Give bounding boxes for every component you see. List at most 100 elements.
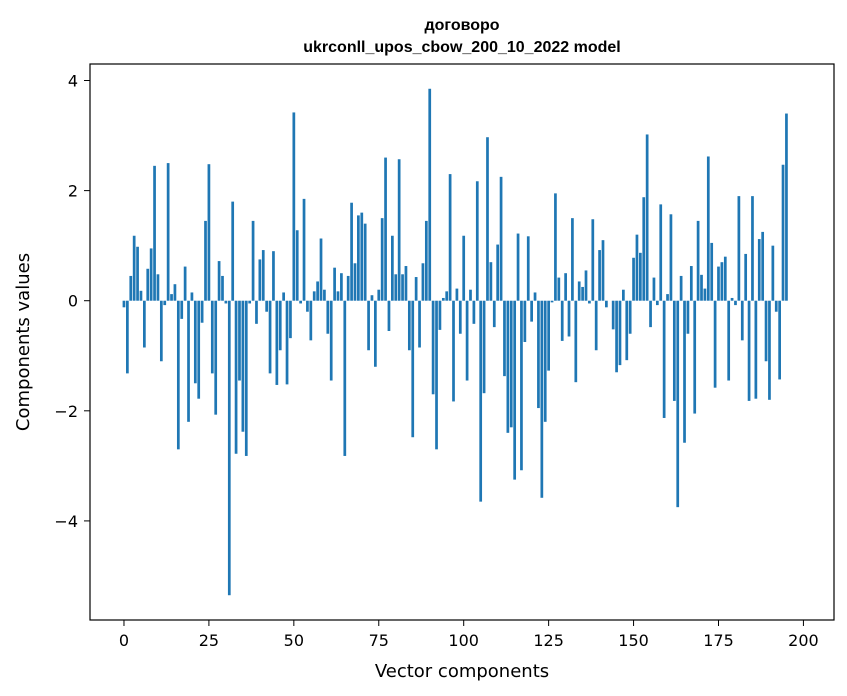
bar-15 [173,284,177,301]
bar-65 [343,300,347,456]
bar-122 [537,300,540,409]
bar-130 [564,273,567,301]
x-tick-label: 150 [618,631,649,650]
x-tick-label: 175 [703,631,734,650]
bar-191 [771,245,775,301]
bar-64 [340,273,343,301]
x-tick-label: 25 [199,631,219,650]
bar-68 [353,263,357,301]
x-axis-ticks: 0 25 50 75 100 125 150 175 200 [119,620,819,650]
bar-60 [326,300,330,334]
bar-137 [588,300,591,304]
bar-96 [448,174,452,301]
bar-2 [129,275,133,301]
bar-153 [642,197,646,301]
bar-124 [543,300,547,422]
bar-48 [285,300,289,385]
bar-43 [268,300,272,374]
bars-group [122,88,788,596]
bar-188 [761,231,765,301]
bar-98 [455,288,459,301]
bar-175 [717,266,720,301]
bar-81 [397,159,401,301]
bar-28 [217,261,221,301]
bar-67 [350,202,353,301]
bar-145 [615,300,618,373]
bar-69 [357,215,360,301]
bar-54 [306,300,309,312]
bar-59 [323,289,326,301]
bar-108 [489,262,493,301]
bar-70 [360,212,364,301]
bar-170 [700,274,703,301]
bar-49 [289,300,292,339]
bar-140 [598,250,601,301]
bar-4 [136,246,139,301]
bar-123 [540,300,544,498]
bar-112 [503,300,506,377]
bar-125 [547,300,550,371]
x-tick-label: 75 [369,631,389,650]
x-tick-label: 200 [788,631,819,650]
bar-12 [163,300,167,306]
bar-23 [200,300,204,323]
bar-7 [146,268,150,301]
bar-149 [628,300,632,334]
y-tick-label: 2 [68,182,78,201]
bar-87 [418,300,421,348]
bar-139 [594,300,598,351]
bar-109 [492,300,496,328]
bar-195 [785,113,788,301]
bar-116 [516,233,520,301]
bar-194 [781,164,785,301]
bar-79 [391,235,394,301]
bar-17 [180,300,184,319]
bar-91 [431,300,435,395]
bar-13 [166,163,170,301]
bar-127 [554,193,557,301]
y-tick-label: −4 [54,512,78,531]
bar-185 [751,196,754,301]
bar-52 [299,300,302,304]
bar-11 [159,300,163,362]
bar-58 [319,238,323,301]
bar-35 [241,300,245,432]
bar-121 [533,292,537,301]
bar-129 [560,300,564,341]
bar-84 [407,300,411,351]
bar-167 [689,266,693,301]
bar-46 [278,300,282,351]
bar-3 [132,235,136,301]
bar-118 [523,300,527,342]
bar-92 [435,300,438,450]
bar-39 [255,300,258,324]
bar-82 [401,274,404,301]
bar-154 [645,134,649,301]
bar-63 [336,291,340,301]
bar-72 [367,300,370,351]
bar-186 [754,300,758,399]
bar-193 [778,300,781,380]
bar-187 [757,239,761,301]
bar-8 [149,248,153,301]
bar-115 [513,300,517,480]
bar-120 [530,300,533,322]
bar-161 [669,214,673,301]
bar-132 [571,218,574,301]
bar-88 [421,263,425,301]
bar-141 [601,240,605,301]
bar-134 [577,281,581,301]
bar-20 [190,292,194,301]
bar-158 [659,204,663,301]
bar-27 [214,300,218,415]
bar-173 [710,242,714,301]
bar-168 [693,300,697,414]
bar-14 [170,294,173,301]
bar-102 [469,289,472,301]
bar-117 [520,300,523,471]
bar-6 [143,300,146,348]
bar-90 [428,88,432,301]
bar-183 [744,253,748,301]
bar-176 [720,262,724,301]
bar-104 [475,181,479,301]
